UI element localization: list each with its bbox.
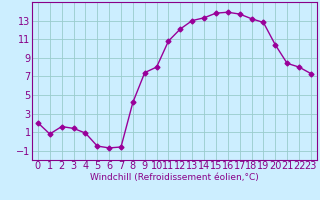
- X-axis label: Windchill (Refroidissement éolien,°C): Windchill (Refroidissement éolien,°C): [90, 173, 259, 182]
